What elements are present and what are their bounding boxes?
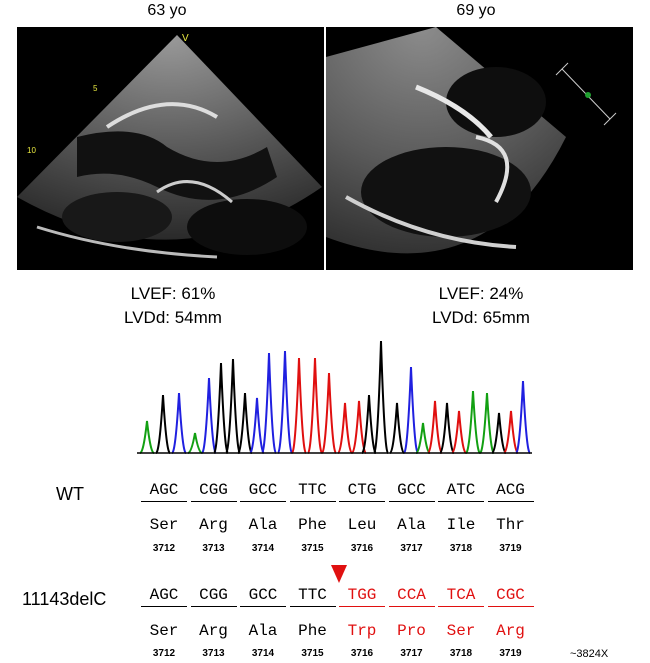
mut-amino-acid: Arg — [496, 622, 525, 640]
wt-amino-acid: Ser — [149, 516, 179, 534]
wt-codon: CTG — [339, 481, 385, 502]
wt-codon: TTC — [289, 481, 336, 502]
wt-amino-acid: Ile — [446, 516, 476, 534]
chromatogram-peak — [503, 410, 519, 454]
wt-codon: ATC — [438, 481, 484, 502]
wt-amino-acid: Leu — [347, 516, 377, 534]
wt-amino-acid: Ala — [397, 516, 426, 534]
chromatogram-peak — [403, 366, 419, 454]
mut-residue-number: 3718 — [449, 648, 473, 659]
wt-residue-number: 3713 — [202, 543, 225, 554]
wt-codon: AGC — [141, 481, 187, 502]
deletion-arrow-icon — [331, 565, 347, 583]
chromatogram-peak — [261, 352, 277, 454]
mut-residue-number: 3712 — [152, 648, 176, 659]
mut-codon: TTC — [289, 586, 336, 607]
wt-residue-number: 3715 — [301, 543, 324, 554]
mut-amino-acid: Pro — [397, 622, 426, 640]
mut-residue-number: 3714 — [251, 648, 275, 659]
mut-amino-acid: Ala — [248, 622, 278, 640]
chromatogram-peak — [361, 394, 377, 454]
sequencing-chromatogram — [137, 335, 532, 460]
echo-image-right — [326, 27, 633, 270]
mut-residue-number: 3717 — [400, 648, 423, 659]
mut-amino-acid: Trp — [347, 622, 377, 640]
measurements-left: LVEF: 61% LVDd: 54mm — [23, 282, 323, 330]
mut-codon: AGC — [141, 586, 187, 607]
lvef-left: LVEF: 61% — [130, 284, 216, 303]
lvef-right: LVEF: 24% — [438, 284, 524, 303]
chromatogram-peak — [213, 362, 229, 454]
chromatogram-peak — [307, 357, 323, 454]
wt-residue-number: 3719 — [499, 543, 522, 554]
echo-marker-v: V — [182, 33, 189, 44]
chromatogram-peak — [479, 392, 495, 454]
chromatogram-peak — [491, 412, 507, 454]
wt-codon: CGG — [190, 481, 237, 502]
wt-residue-number: 3716 — [350, 543, 374, 554]
mut-codon: CGG — [190, 586, 237, 607]
lvdd-left: LVDd: 54mm — [124, 308, 222, 327]
chromatogram-peak — [171, 392, 187, 454]
mut-codon: CGC — [487, 586, 534, 607]
chromatogram-peak — [389, 402, 405, 454]
wt-amino-acid: Phe — [298, 516, 327, 534]
chromatogram-peak — [201, 377, 217, 454]
chromatogram-peak — [139, 420, 155, 454]
chromatogram-peak — [291, 357, 307, 454]
wt-codon: GCC — [388, 481, 435, 502]
mut-residue-number: 3716 — [350, 648, 374, 659]
wt-amino-acid: Thr — [496, 516, 525, 534]
wt-residue-number: 3712 — [152, 543, 176, 554]
chromatogram-peak — [277, 350, 293, 454]
echo-depth-5: 5 — [93, 84, 98, 93]
mut-amino-acid: Arg — [199, 622, 228, 640]
wt-codon: GCC — [240, 481, 286, 502]
wt-residue-number: 3714 — [251, 543, 275, 554]
age-label-right: 69 yo — [456, 2, 496, 19]
mut-codon: TGG — [339, 586, 385, 607]
chromatogram-peak — [415, 422, 431, 454]
echo-depth-10: 10 — [27, 146, 36, 155]
age-label-left: 63 yo — [147, 2, 187, 19]
echo-image-left: V 5 10 — [17, 27, 324, 270]
mut-residue-number: 3719 — [499, 648, 522, 659]
wt-amino-acid: Ala — [248, 516, 278, 534]
chromatogram-peak — [187, 432, 203, 454]
wt-amino-acid: Arg — [199, 516, 228, 534]
mut-residue-number: 3715 — [301, 648, 324, 659]
mut-amino-acid: Ser — [149, 622, 179, 640]
chromatogram-peak — [515, 380, 531, 454]
lvdd-right: LVDd: 65mm — [432, 308, 530, 327]
wt-codon: ACG — [487, 481, 534, 502]
stop-codon-position: ~3824X — [570, 648, 609, 660]
chromatogram-peak — [373, 340, 389, 454]
chromatogram-peak — [451, 410, 467, 454]
mut-codon: GCC — [240, 586, 286, 607]
wt-label: WT — [56, 484, 84, 504]
chromatogram-peak — [337, 402, 353, 454]
chromatogram-peak — [237, 392, 253, 454]
mut-codon: CCA — [388, 586, 435, 607]
chromatogram-peak — [249, 397, 265, 454]
chromatogram-peak — [321, 372, 337, 454]
chromatogram-peak — [465, 390, 481, 454]
mut-amino-acid: Ser — [446, 622, 476, 640]
mutation-label: 11143delC — [22, 589, 107, 609]
chromatogram-peak — [427, 400, 443, 454]
wt-residue-number: 3717 — [400, 543, 423, 554]
chromatogram-peak — [225, 358, 241, 454]
mut-codon: TCA — [438, 586, 484, 607]
chromatogram-peak — [155, 394, 171, 454]
mut-residue-number: 3713 — [202, 648, 225, 659]
mut-amino-acid: Phe — [298, 622, 327, 640]
wt-residue-number: 3718 — [449, 543, 473, 554]
measurements-right: LVEF: 24% LVDd: 65mm — [331, 282, 631, 330]
chromatogram-peak — [439, 402, 455, 454]
